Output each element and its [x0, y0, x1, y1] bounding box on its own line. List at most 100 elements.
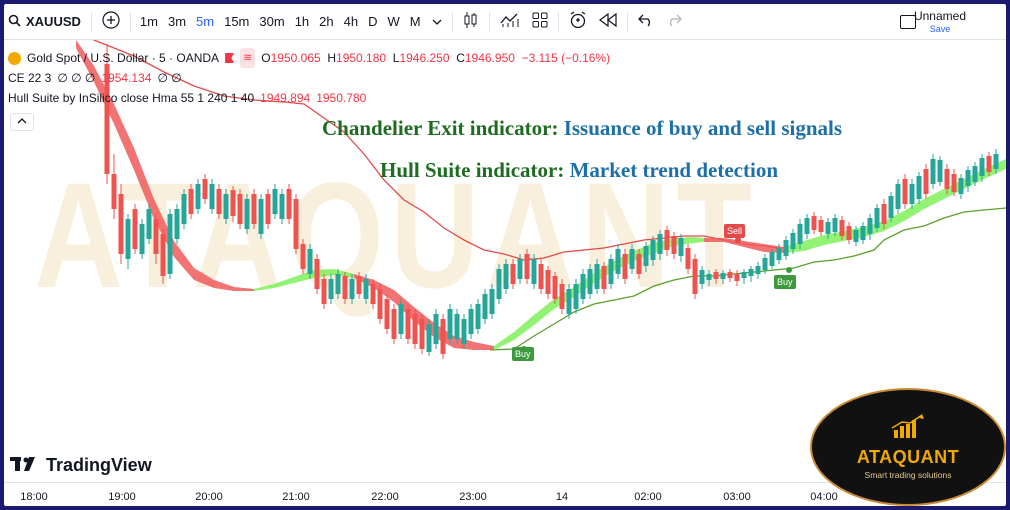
candle-up [531, 259, 537, 284]
price-chart[interactable] [4, 40, 1006, 480]
interval-M[interactable]: M [409, 14, 421, 29]
candle-up [349, 279, 355, 299]
hull-label: Hull Suite by InSilico close Hma 55 1 24… [8, 91, 255, 105]
candle-down [818, 220, 824, 232]
candle-up [853, 230, 859, 242]
buy-signal-label[interactable]: Buy [774, 275, 796, 289]
candle-down [692, 259, 698, 294]
divider [626, 11, 628, 32]
annotation-hull-title: Hull Suite indicator: [380, 158, 565, 182]
candle-down [510, 264, 516, 284]
wave-icon[interactable]: ≋ [240, 48, 256, 68]
candle-down [104, 64, 110, 174]
candle-down [300, 244, 306, 269]
candle-down [356, 276, 362, 294]
undo-button[interactable] [632, 8, 660, 36]
instrument-title: Gold Spot / U.S. Dollar · 5 · OANDA [27, 51, 220, 65]
candle-up [272, 189, 278, 214]
candle-up [909, 184, 915, 204]
candle-down [734, 274, 740, 281]
collapse-legend-button[interactable] [10, 113, 34, 131]
candle-up [125, 219, 131, 259]
ce-legend[interactable]: CE 22 3 ∅ ∅ ∅ 1954.134 ∅ ∅ [8, 68, 610, 88]
flag-icon[interactable] [225, 53, 235, 63]
candle-up [776, 248, 782, 260]
candle-down [132, 209, 138, 249]
candle-up [783, 240, 789, 256]
candle-up [468, 309, 474, 334]
candle-down [293, 199, 299, 249]
interval-3m[interactable]: 3m [167, 14, 187, 29]
chandelier-long-line [489, 207, 1006, 351]
main-series-legend[interactable]: Gold Spot / U.S. Dollar · 5 · OANDA ≋ O1… [8, 48, 610, 68]
candle-down [384, 299, 390, 329]
interval-1h[interactable]: 1h [294, 14, 310, 29]
candle-up [825, 222, 831, 234]
ce-empty-values: ∅ ∅ ∅ [57, 71, 96, 85]
candle-up [223, 194, 229, 219]
candle-up [895, 184, 901, 209]
interval-2h[interactable]: 2h [319, 14, 334, 29]
candle-up [916, 176, 922, 199]
interval-dropdown-button[interactable] [426, 8, 448, 36]
symbol-search-button[interactable]: XAUUSD [4, 8, 87, 36]
hull-legend[interactable]: Hull Suite by InSilico close Hma 55 1 24… [8, 88, 610, 108]
alert-button[interactable] [563, 8, 593, 36]
interval-30m[interactable]: 30m [259, 14, 285, 29]
redo-button[interactable] [660, 8, 688, 36]
candle-up [755, 266, 761, 274]
candle-down [902, 179, 908, 204]
interval-D[interactable]: D [368, 14, 378, 29]
candle-down [440, 319, 446, 354]
candle-down [216, 189, 222, 214]
candle-down [986, 156, 992, 172]
candle-down [342, 276, 348, 299]
open-value: 1950.065 [270, 51, 321, 65]
tradingview-logo[interactable]: TradingView [10, 455, 152, 476]
candle-down [552, 276, 558, 299]
time-tick: 03:00 [723, 491, 751, 503]
layout-icon[interactable] [900, 15, 916, 29]
candle-up [146, 209, 152, 239]
alarm-clock-icon [569, 11, 587, 32]
candle-down [153, 219, 159, 254]
chart-type-button[interactable] [457, 8, 485, 36]
candle-up [573, 284, 579, 309]
candle-up [748, 269, 754, 276]
candle-down [664, 230, 670, 250]
time-axis[interactable]: 18:00 19:00 20:00 21:00 22:00 23:00 14 02:00 03:… [4, 482, 1006, 506]
interval-5m[interactable]: 5m [196, 14, 215, 29]
candle-down [391, 309, 397, 339]
sell-signal-label[interactable]: Sell [724, 224, 746, 238]
tv-brand-text: TradingView [46, 455, 152, 475]
buy-signal-label[interactable]: Buy [512, 347, 534, 361]
candle-up [762, 258, 768, 270]
chevron-down-icon [432, 14, 442, 29]
interval-W[interactable]: W [387, 14, 400, 29]
search-icon [8, 14, 21, 30]
layout-name: Unnamed [913, 9, 966, 23]
hull-band-bearish [704, 238, 784, 253]
high-value: 1950.180 [336, 51, 387, 65]
candle-up [279, 194, 285, 219]
layout-name-button[interactable]: Unnamed Save [914, 10, 966, 36]
candle-up [461, 319, 467, 344]
time-tick: 02:00 [634, 491, 662, 503]
indicators-button[interactable] [494, 8, 526, 36]
compare-button[interactable] [96, 8, 126, 36]
indicators-icon [500, 12, 520, 31]
hull-band-bullish [784, 159, 1006, 253]
interval-15m[interactable]: 15m [224, 14, 250, 29]
candle-down [538, 264, 544, 289]
candle-up [307, 249, 313, 274]
templates-button[interactable] [526, 8, 554, 36]
replay-button[interactable] [593, 8, 623, 36]
interval-4h[interactable]: 4h [343, 14, 359, 29]
hull-value-1: 1949.894 [260, 91, 311, 105]
ohlc-values: O1950.065 H1950.180 L1946.250 C1946.950 … [261, 48, 610, 68]
candle-down [559, 284, 565, 309]
candle-up [650, 240, 656, 260]
interval-1m[interactable]: 1m [139, 14, 158, 29]
candle-up [258, 199, 264, 234]
divider [129, 11, 131, 32]
